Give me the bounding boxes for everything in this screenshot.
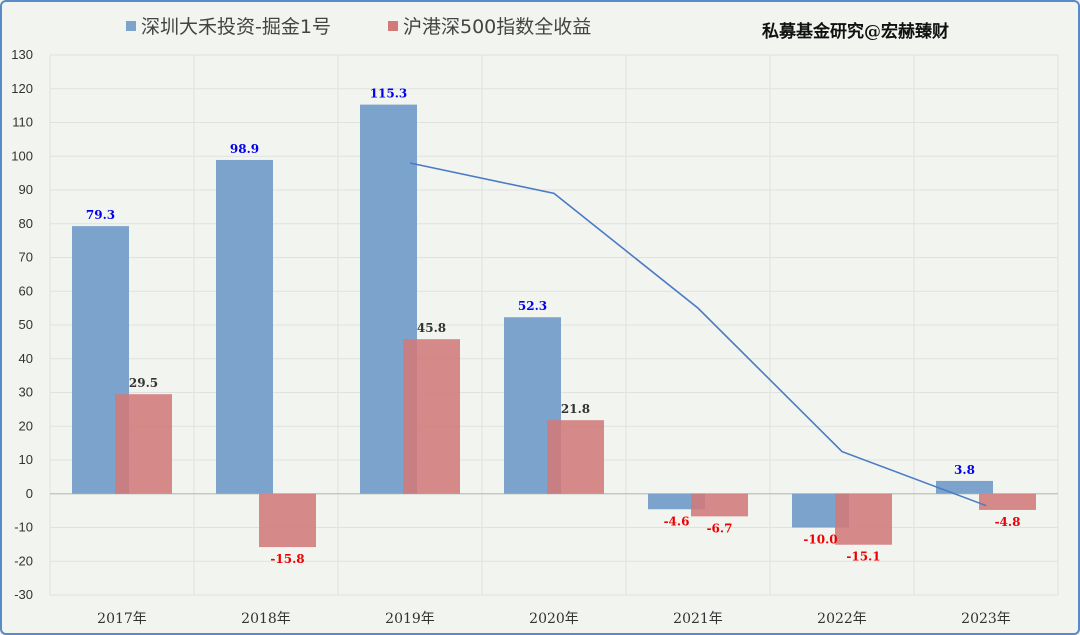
x-tick-label: 2018年 [241,611,291,627]
bar-series2-3 [547,420,604,494]
data-label-series1-5: -10.0 [803,533,837,547]
watermark-text: 私募基金研究@宏赫臻财 [762,21,949,42]
bar-series2-6 [979,493,1036,510]
y-tick-label: 50 [19,317,33,332]
data-label-series1-4: -4.6 [664,514,690,528]
bars-layer [72,104,1036,548]
trend-line-layer [409,162,987,507]
x-tick-label: 2021年 [673,611,723,627]
y-tick-label: 100 [11,148,33,163]
data-label-series2-5: -15.1 [846,550,880,564]
y-tick-label: -20 [14,553,33,568]
data-label-series1-0: 79.3 [86,208,115,222]
bar-series1-4 [648,493,705,510]
data-label-series2-1: -15.8 [270,552,304,566]
data-label-series1-1: 98.9 [230,142,259,156]
bar-series2-4 [691,493,748,517]
data-label-series2-0: 29.5 [129,376,158,390]
legend-label-2: 沪港深500指数全收益 [403,16,591,38]
bar-series2-0 [115,394,172,494]
y-tick-label: 40 [19,351,33,366]
legend-swatch-1 [126,21,136,31]
x-tick-label: 2017年 [97,611,147,627]
x-tick-label: 2022年 [817,611,867,627]
y-tick-label: 120 [11,81,33,96]
data-label-series2-2: 45.8 [417,321,446,335]
x-tick-label: 2023年 [961,611,1011,627]
bar-series2-5 [835,493,892,545]
legend-label-1: 深圳大禾投资-掘金1号 [141,16,331,38]
y-tick-label: 60 [19,283,33,298]
y-tick-label: 20 [19,418,33,433]
trend-line [409,162,987,507]
y-tick-label: -10 [14,520,33,535]
bar-series2-2 [403,339,460,494]
legend: 深圳大禾投资-掘金1号 沪港深500指数全收益 [126,16,591,38]
y-tick-label: 130 [11,47,33,62]
data-label-series2-3: 21.8 [561,402,590,416]
data-label-series1-6: 3.8 [954,463,975,477]
data-label-series1-3: 52.3 [518,299,547,313]
data-label-series2-4: -6.7 [707,521,733,535]
bar-series1-1 [216,159,273,494]
x-tick-label: 2020年 [529,611,579,627]
bar-series1-6 [936,480,993,494]
y-tick-label: 30 [19,385,33,400]
y-tick-label: 90 [19,182,33,197]
y-tick-label: 80 [19,216,33,231]
y-tick-label: 10 [19,452,33,467]
data-labels-layer: 79.3 98.9 115.3 52.3 -4.6 -10.0 3.8 29.5 -15.8 45… [86,87,1021,566]
data-label-series2-6: -4.8 [995,515,1021,529]
bar-series2-1 [259,493,316,548]
legend-swatch-2 [388,21,398,31]
data-label-series1-2: 115.3 [370,87,408,101]
y-tick-label: 0 [26,486,33,501]
x-tick-label: 2019年 [385,611,435,627]
y-tick-label: 110 [12,115,33,130]
y-tick-label: -30 [14,587,33,602]
y-tick-label: 70 [19,250,33,265]
